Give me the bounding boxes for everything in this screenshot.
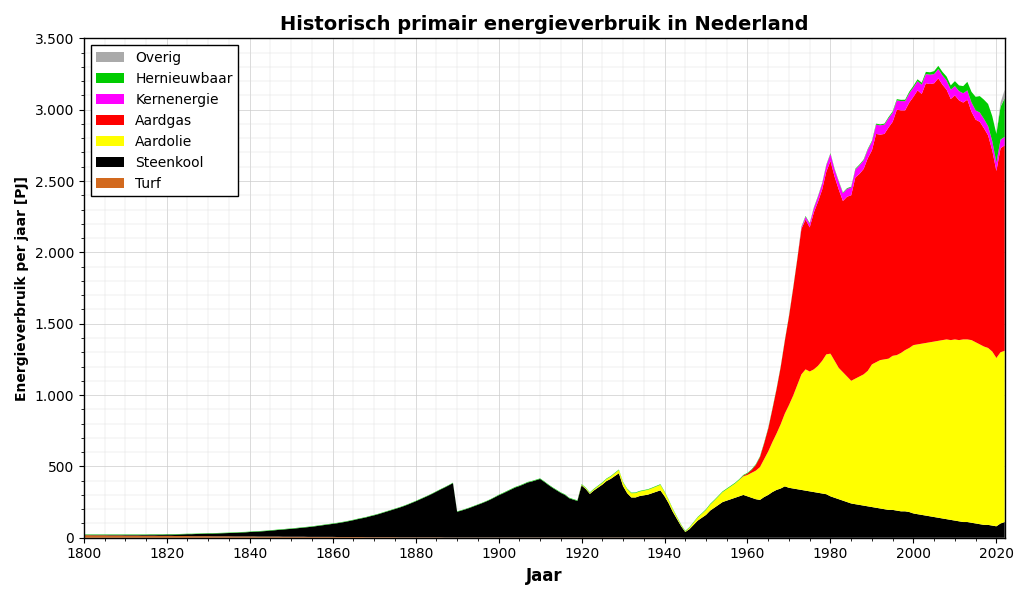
Title: Historisch primair energieverbruik in Nederland: Historisch primair energieverbruik in Ne… — [280, 15, 809, 34]
X-axis label: Jaar: Jaar — [526, 567, 562, 585]
Y-axis label: Energieverbruik per jaar [PJ]: Energieverbruik per jaar [PJ] — [15, 176, 29, 401]
Legend: Overig, Hernieuwbaar, Kernenergie, Aardgas, Aardolie, Steenkool, Turf: Overig, Hernieuwbaar, Kernenergie, Aardg… — [91, 45, 238, 196]
